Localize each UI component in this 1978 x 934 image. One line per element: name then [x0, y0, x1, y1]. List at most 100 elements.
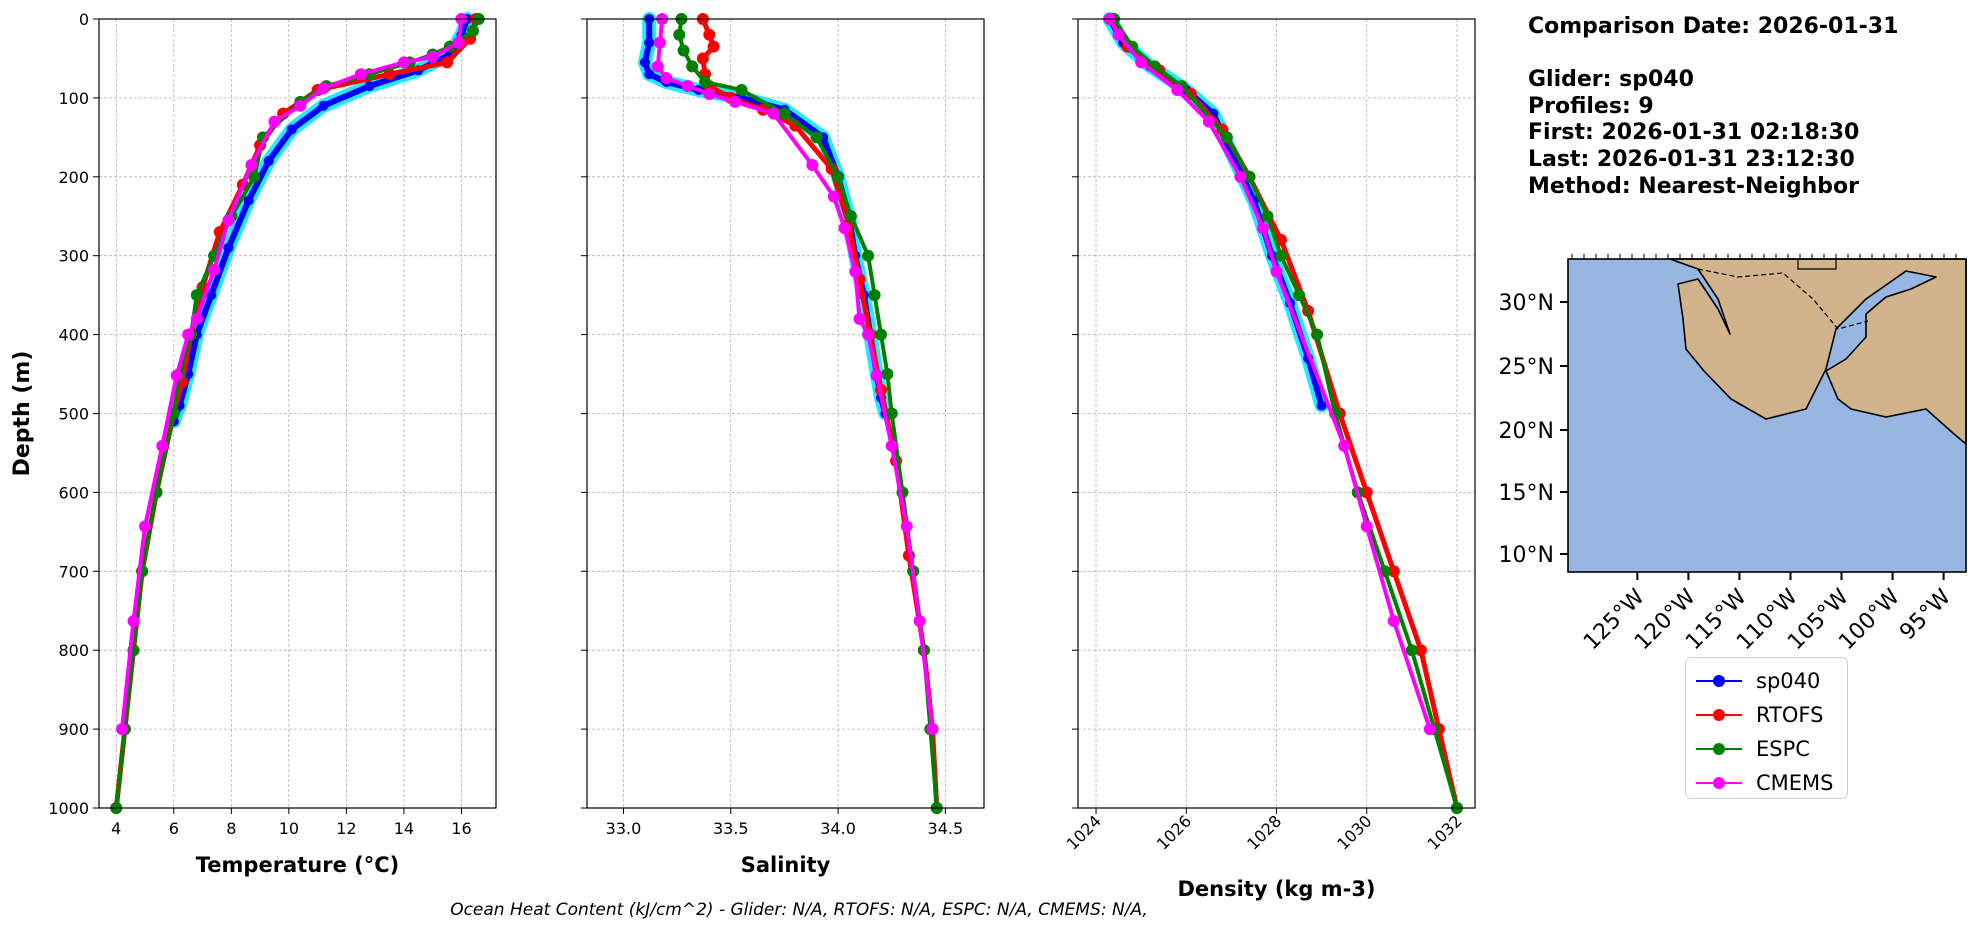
- series-point-sp040: [206, 290, 217, 301]
- series-point-cmems: [729, 95, 742, 108]
- series-point-cmems: [849, 265, 862, 278]
- y-tick-label: 200: [58, 168, 89, 187]
- series-point-espc: [874, 328, 887, 341]
- salinity-panel: 33.0 33.5 34.0 34.5 Salinity: [581, 12, 985, 877]
- series-point-rtofs: [1360, 486, 1373, 499]
- series-point-espc: [1220, 131, 1233, 144]
- first-time-text: First: 2026-01-31 02:18:30: [1528, 120, 1860, 146]
- series-point-cmems: [190, 312, 203, 325]
- series-point-rtofs: [1387, 565, 1400, 578]
- series-point-sp040: [243, 195, 254, 206]
- y-tick-label: 0: [79, 10, 89, 29]
- series-point-espc: [844, 210, 857, 223]
- series-point-sp040: [318, 100, 329, 111]
- y-tick-label: 900: [58, 720, 89, 739]
- series-point-cmems: [1112, 28, 1125, 41]
- temperature-x-tick-label: 16: [451, 819, 471, 838]
- temperature-x-tick-label: 6: [169, 819, 179, 838]
- legend-label-sp040: sp040: [1756, 669, 1821, 693]
- y-tick-label: 700: [58, 562, 89, 581]
- legend-swatch-sp040: [1694, 673, 1744, 689]
- series-point-rtofs: [707, 40, 720, 53]
- series-line-espc: [1112, 17, 1459, 810]
- series-point-cmems: [885, 439, 898, 452]
- legend-item-rtofs: RTOFS: [1694, 698, 1839, 732]
- series-point-rtofs: [1414, 644, 1427, 657]
- series-point-sp040: [1316, 400, 1327, 411]
- series-point-cmems: [208, 263, 221, 276]
- y-tick-label: 300: [58, 247, 89, 266]
- series-point-cmems: [767, 107, 780, 120]
- temperature-x-tick-label: 8: [226, 819, 236, 838]
- legend-swatch-cmems: [1694, 775, 1744, 791]
- series-point-cmems: [116, 723, 129, 736]
- series-point-espc: [810, 131, 823, 144]
- y-tick-label: 400: [58, 326, 89, 345]
- series-point-espc: [1243, 170, 1256, 183]
- temperature-axes-frame: [98, 18, 497, 809]
- density-axes-frame: [1077, 18, 1476, 809]
- series-point-espc: [686, 60, 699, 73]
- series-point-cmems: [452, 36, 465, 49]
- density-x-tick-label: 1028: [1243, 811, 1285, 853]
- series-point-cmems: [156, 439, 169, 452]
- map-lat-label: 15°N: [1499, 481, 1554, 506]
- series-point-cmems: [653, 36, 666, 49]
- map-lat-label: 30°N: [1499, 291, 1554, 316]
- series-point-cmems: [1338, 439, 1351, 452]
- series-line-sp040: [1106, 16, 1325, 409]
- series-point-rtofs: [703, 28, 716, 41]
- series-point-espc: [832, 170, 845, 183]
- series-point-cmems: [806, 158, 819, 171]
- series-point-cmems: [1256, 222, 1269, 235]
- series-point-espc: [699, 76, 712, 89]
- density-x-axis-label: Density (kg m-3): [1177, 877, 1375, 901]
- series-point-cmems: [139, 520, 152, 533]
- series-point-espc: [1261, 210, 1274, 223]
- salinity-axes-frame: [586, 18, 985, 809]
- salinity-x-axis-label: Salinity: [741, 853, 831, 877]
- map-lon-label: 95°W: [1895, 584, 1956, 645]
- ocean-heat-content-text: Ocean Heat Content (kJ/cm^2) - Glider: N…: [450, 900, 1148, 920]
- inset-map: 30°N25°N20°N15°N10°N125°W120°W115°W110°W…: [1499, 254, 1967, 655]
- legend-swatch-espc: [1694, 741, 1744, 757]
- salinity-x-tick-label: 33.5: [713, 819, 749, 838]
- series-point-cmems: [1202, 115, 1215, 128]
- temperature-x-tick-label: 4: [111, 819, 121, 838]
- y-tick-label: 500: [58, 405, 89, 424]
- salinity-x-tick-label: 33.0: [606, 819, 642, 838]
- legend-swatch-rtofs: [1694, 707, 1744, 723]
- series-point-espc: [248, 170, 261, 183]
- series-line-cmems: [1107, 17, 1432, 732]
- series-point-espc: [190, 289, 203, 302]
- comparison-info-panel: Comparison Date: 2026-01-31 Glider: sp04…: [1528, 14, 1898, 200]
- series-point-cmems: [354, 68, 367, 81]
- series-point-espc: [1293, 289, 1306, 302]
- map-border-line: [1697, 268, 1869, 330]
- series-point-cmems: [926, 723, 939, 736]
- series-point-cmems: [245, 158, 258, 171]
- series-point-cmems: [1423, 723, 1436, 736]
- series-point-espc: [1405, 644, 1418, 657]
- temperature-panel: 0 100 200 300 400 500 600 700 800 900 1000 4 6 8 10 12 1…: [10, 10, 497, 877]
- map-border-line: [1797, 259, 1837, 270]
- density-x-tick-label: 1032: [1424, 811, 1466, 853]
- ocean-heat-content-caption: Ocean Heat Content (kJ/cm^2) - Glider: N…: [0, 900, 1978, 920]
- series-point-rtofs: [441, 56, 454, 69]
- series-point-cmems: [651, 60, 664, 73]
- series-point-cmems: [900, 520, 913, 533]
- legend-label-espc: ESPC: [1756, 737, 1810, 761]
- map-frame: [1567, 258, 1967, 573]
- series-point-cmems: [681, 80, 694, 93]
- legend: sp040 RTOFS ESPC CMEMS: [1685, 657, 1848, 799]
- series-point-sp040: [263, 156, 274, 167]
- series-point-cmems: [1360, 520, 1373, 533]
- series-point-rtofs: [696, 52, 709, 65]
- series-point-espc: [677, 44, 690, 57]
- series-point-cmems: [660, 72, 673, 85]
- series-point-cmems: [397, 56, 410, 69]
- series-point-cmems: [1171, 84, 1184, 97]
- y-axis-label: Depth (m): [10, 351, 35, 477]
- series-line-sp040: [170, 16, 471, 425]
